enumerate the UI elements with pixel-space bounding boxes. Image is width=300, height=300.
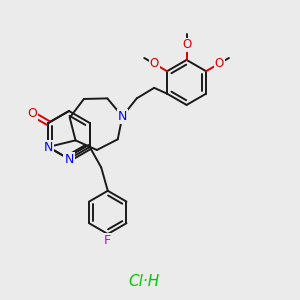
Text: F: F [104, 233, 111, 247]
Text: O: O [27, 107, 37, 120]
Text: O: O [214, 57, 224, 70]
Text: N: N [64, 152, 74, 166]
Text: N: N [118, 110, 127, 123]
Text: Cl·H: Cl·H [128, 274, 160, 289]
Text: O: O [182, 38, 191, 51]
Text: N: N [44, 140, 53, 154]
Text: O: O [149, 57, 159, 70]
